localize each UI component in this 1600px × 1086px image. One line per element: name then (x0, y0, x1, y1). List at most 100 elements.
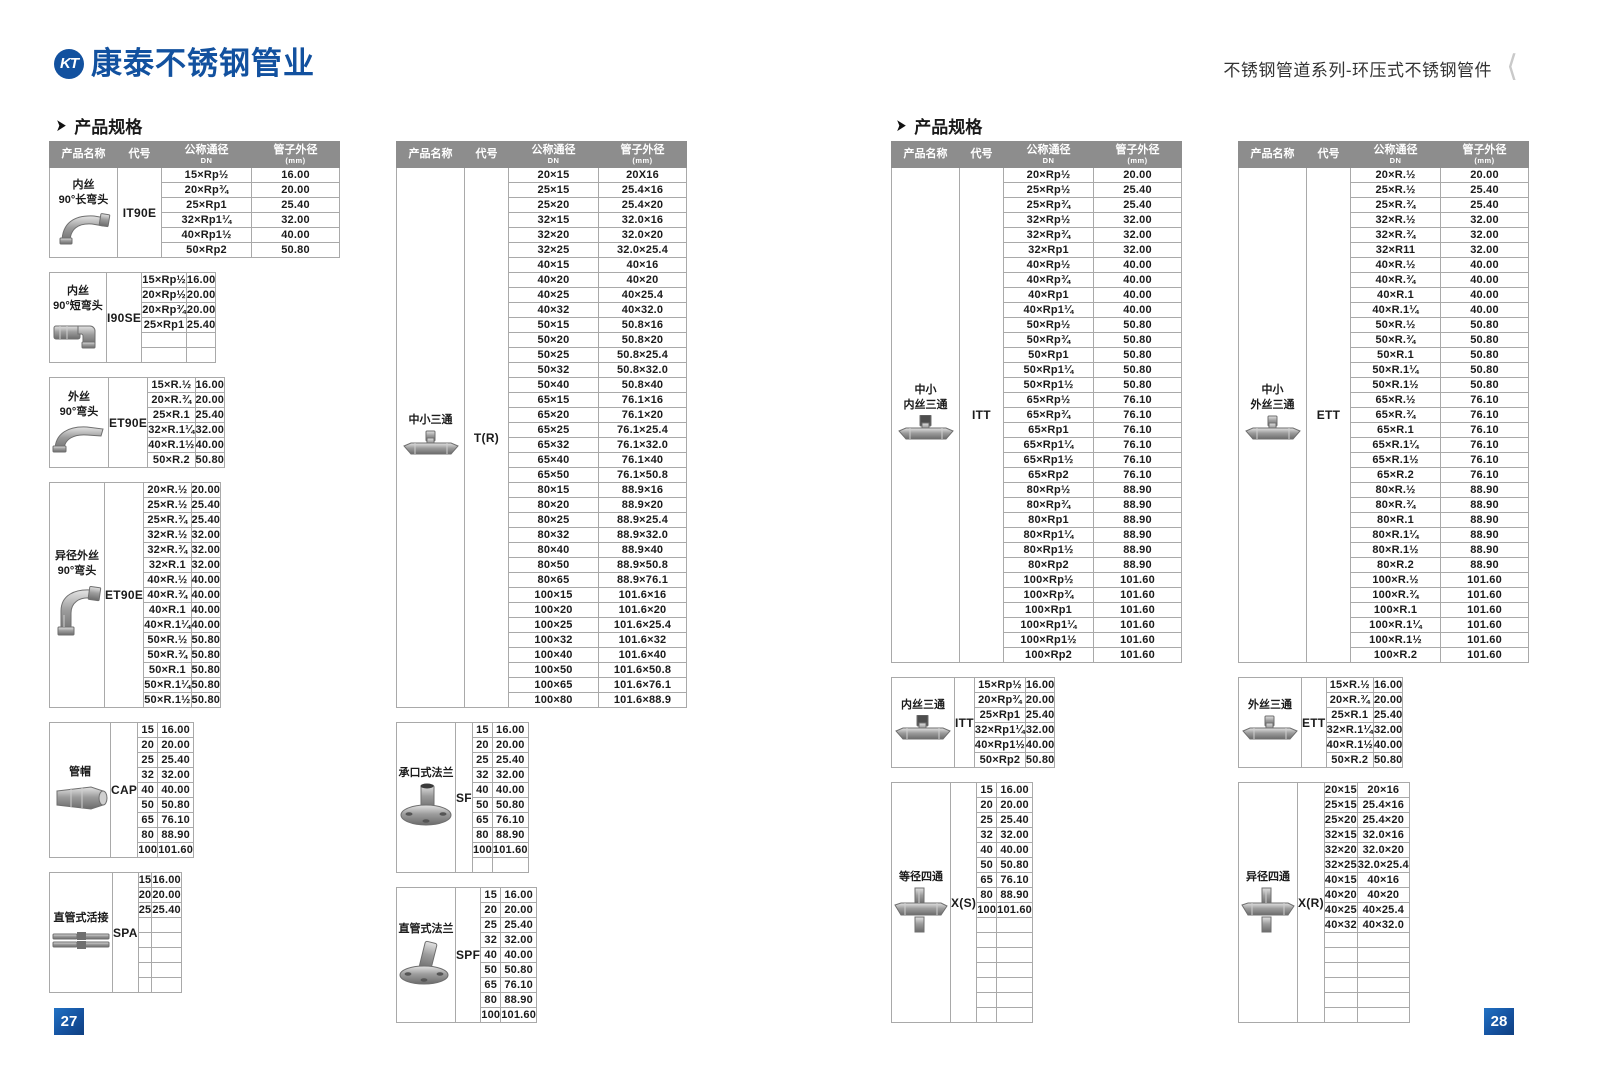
dn-cell: 65×Rp¾ (1003, 407, 1094, 423)
od-cell: 76.1×40 (598, 452, 687, 468)
od-cell: 101.60 (1440, 617, 1529, 633)
dn-cell: 50 (976, 857, 998, 873)
od-cell: 50.80 (491, 797, 529, 813)
dn-cell: 32×20 (508, 227, 599, 243)
od-cell: 20.00 (185, 287, 217, 303)
od-cell: 88.9×32.0 (598, 527, 687, 543)
dn-cell: 50×R.1½ (143, 692, 192, 708)
table-row: 100×Rp2 101.60 (892, 647, 1182, 663)
table-row: 80 88.90 (50, 827, 195, 843)
od-cell: 76.10 (1093, 422, 1182, 438)
spec-table: 产品名称代号公称通径DN管子外径(mm)等径四通X(S)1516.002020.… (891, 782, 1034, 1023)
dn-cell: 100×25 (508, 617, 599, 633)
od-cell: 20.00 (1093, 167, 1182, 183)
od-cell: 20.00 (194, 392, 226, 408)
dn-cell: 40×32 (508, 302, 599, 318)
dn-cell: 100×Rp2 (1003, 647, 1094, 663)
dn-cell: 100×80 (508, 692, 599, 708)
spec-table: 产品名称 代号 公称通径 DN 管子外径 (mm) 内丝 90°长弯头 IT90E 15×Rp½ 1… (49, 141, 340, 258)
table-row: 50×Rp2 50.80 (892, 752, 1056, 768)
od-cell (491, 857, 529, 873)
table-row (50, 347, 217, 363)
dn-cell: 100 (976, 902, 998, 918)
dn-cell: 15 (976, 782, 998, 798)
od-cell: 88.90 (1440, 557, 1529, 573)
od-cell: 50.80 (1093, 317, 1182, 333)
table-row: 40×25 40×25.4 (1239, 902, 1410, 918)
dn-cell: 65×R.1½ (1350, 452, 1441, 468)
dn-cell (137, 947, 153, 963)
od-cell: 25.40 (190, 497, 222, 513)
table-row: 20×R.¾ 20.00 (1239, 692, 1404, 708)
dn-cell: 32×R.¾ (143, 542, 192, 558)
dn-cell: 20×R.½ (143, 482, 192, 498)
product-name-cell: 中小三通 (396, 167, 465, 708)
product-name-cell: 等径四通 (891, 782, 951, 1023)
spec-block: 产品名称代号公称通径DN管子外径(mm)异径四通X(R)20×1520×1625… (1238, 782, 1529, 1023)
table-row: 25 25.40 (50, 752, 195, 768)
od-cell: 32.00 (996, 827, 1034, 843)
table-row: 50×R.1½ 50.80 (1239, 377, 1529, 393)
od-cell (151, 917, 182, 933)
dn-cell: 15 (137, 872, 153, 888)
table-row: 40 40.00 (892, 842, 1034, 858)
dn-cell: 40×R.1½ (1325, 737, 1374, 753)
table-row: 65 76.10 (50, 812, 195, 828)
product-name-cell: 直管式法兰 (396, 887, 456, 1023)
od-cell: 40.00 (1093, 302, 1182, 318)
product-name-cell: 内丝 90°长弯头 (49, 167, 118, 258)
table-row: 32 32.00 (397, 932, 538, 948)
dn-cell: 20×Rp½ (1003, 167, 1094, 183)
dn-cell: 40×Rp1½ (161, 227, 252, 243)
dn-cell: 50×R.¾ (143, 647, 192, 663)
od-cell: 88.90 (996, 887, 1034, 903)
od-cell: 32.00 (491, 767, 529, 783)
od-cell (996, 977, 1034, 993)
dn-cell: 15×R.½ (1325, 677, 1374, 693)
dn-cell: 20 (137, 887, 153, 903)
dn-cell: 50×Rp1¼ (1003, 362, 1094, 378)
table-row (50, 917, 182, 933)
dn-cell: 40×Rp1½ (973, 737, 1026, 753)
od-cell: 20.00 (996, 797, 1034, 813)
od-cell: 88.90 (157, 827, 195, 843)
dn-cell: 32×R.1¼ (147, 422, 196, 438)
od-cell: 25.40 (1440, 182, 1529, 198)
dn-cell: 15×Rp½ (141, 272, 187, 288)
od-cell: 40.00 (194, 437, 226, 453)
table-row: 40×R.1¼ 40.00 (1239, 302, 1529, 318)
od-cell: 101.60 (1440, 602, 1529, 618)
table-row: 32×Rp1¼ 32.00 (50, 212, 340, 228)
od-cell: 32.00 (1093, 212, 1182, 228)
od-cell: 25.40 (190, 512, 222, 528)
od-cell: 50.80 (190, 647, 222, 663)
od-cell: 50.80 (1440, 377, 1529, 393)
table-row: 65×25 76.1×25.4 (397, 422, 687, 438)
od-cell: 101.60 (1440, 647, 1529, 663)
dn-cell: 100×15 (508, 587, 599, 603)
table-row: 50×R.1¼ 50.80 (50, 677, 222, 693)
spec-block: 产品名称 代号 公称通径 DN 管子外径 (mm) 内丝 90°长弯头 IT90E 15×Rp½ 1… (49, 141, 340, 258)
spec-table: 产品名称代号公称通径DN管子外径(mm)外丝三通ETT15×R.½16.0020… (1238, 677, 1404, 768)
dn-cell: 80×R.1½ (1350, 542, 1441, 558)
dn-cell (137, 932, 153, 948)
spec-block: 产品名称代号公称通径DN管子外径(mm)内丝90°短弯头I90SE15×Rp½1… (49, 272, 340, 363)
od-cell: 101.60 (996, 902, 1034, 918)
od-cell: 32.0×16 (598, 212, 687, 228)
dn-cell: 100 (137, 842, 159, 858)
table-row (397, 857, 529, 873)
product-name-cell: 异径四通 (1238, 782, 1298, 1023)
dn-cell: 50 (471, 797, 493, 813)
dn-cell: 50×Rp2 (973, 752, 1026, 768)
header-series-title: 不锈钢管道系列-环压式不锈钢管件 (1223, 61, 1492, 80)
dn-cell: 40 (976, 842, 998, 858)
od-cell: 40.00 (996, 842, 1034, 858)
col-header-dn: 公称通径 DN (161, 141, 252, 168)
dn-cell: 40×Rp½ (1003, 257, 1094, 273)
product-name-cell: 管帽 (49, 722, 111, 858)
spec-block: 产品名称代号公称通径DN管子外径(mm)异径外丝90°弯头ET90E20×R.½… (49, 482, 340, 708)
table-row: 异径四通 X(R) 20×15 20×16 (1238, 782, 1410, 1023)
table-row: 100×20 101.6×20 (397, 602, 687, 618)
table-row: 外丝三通 ETT 15×R.½ 16.00 (1238, 677, 1404, 768)
product-name-cell: 内丝 90°短弯头 (49, 272, 107, 363)
